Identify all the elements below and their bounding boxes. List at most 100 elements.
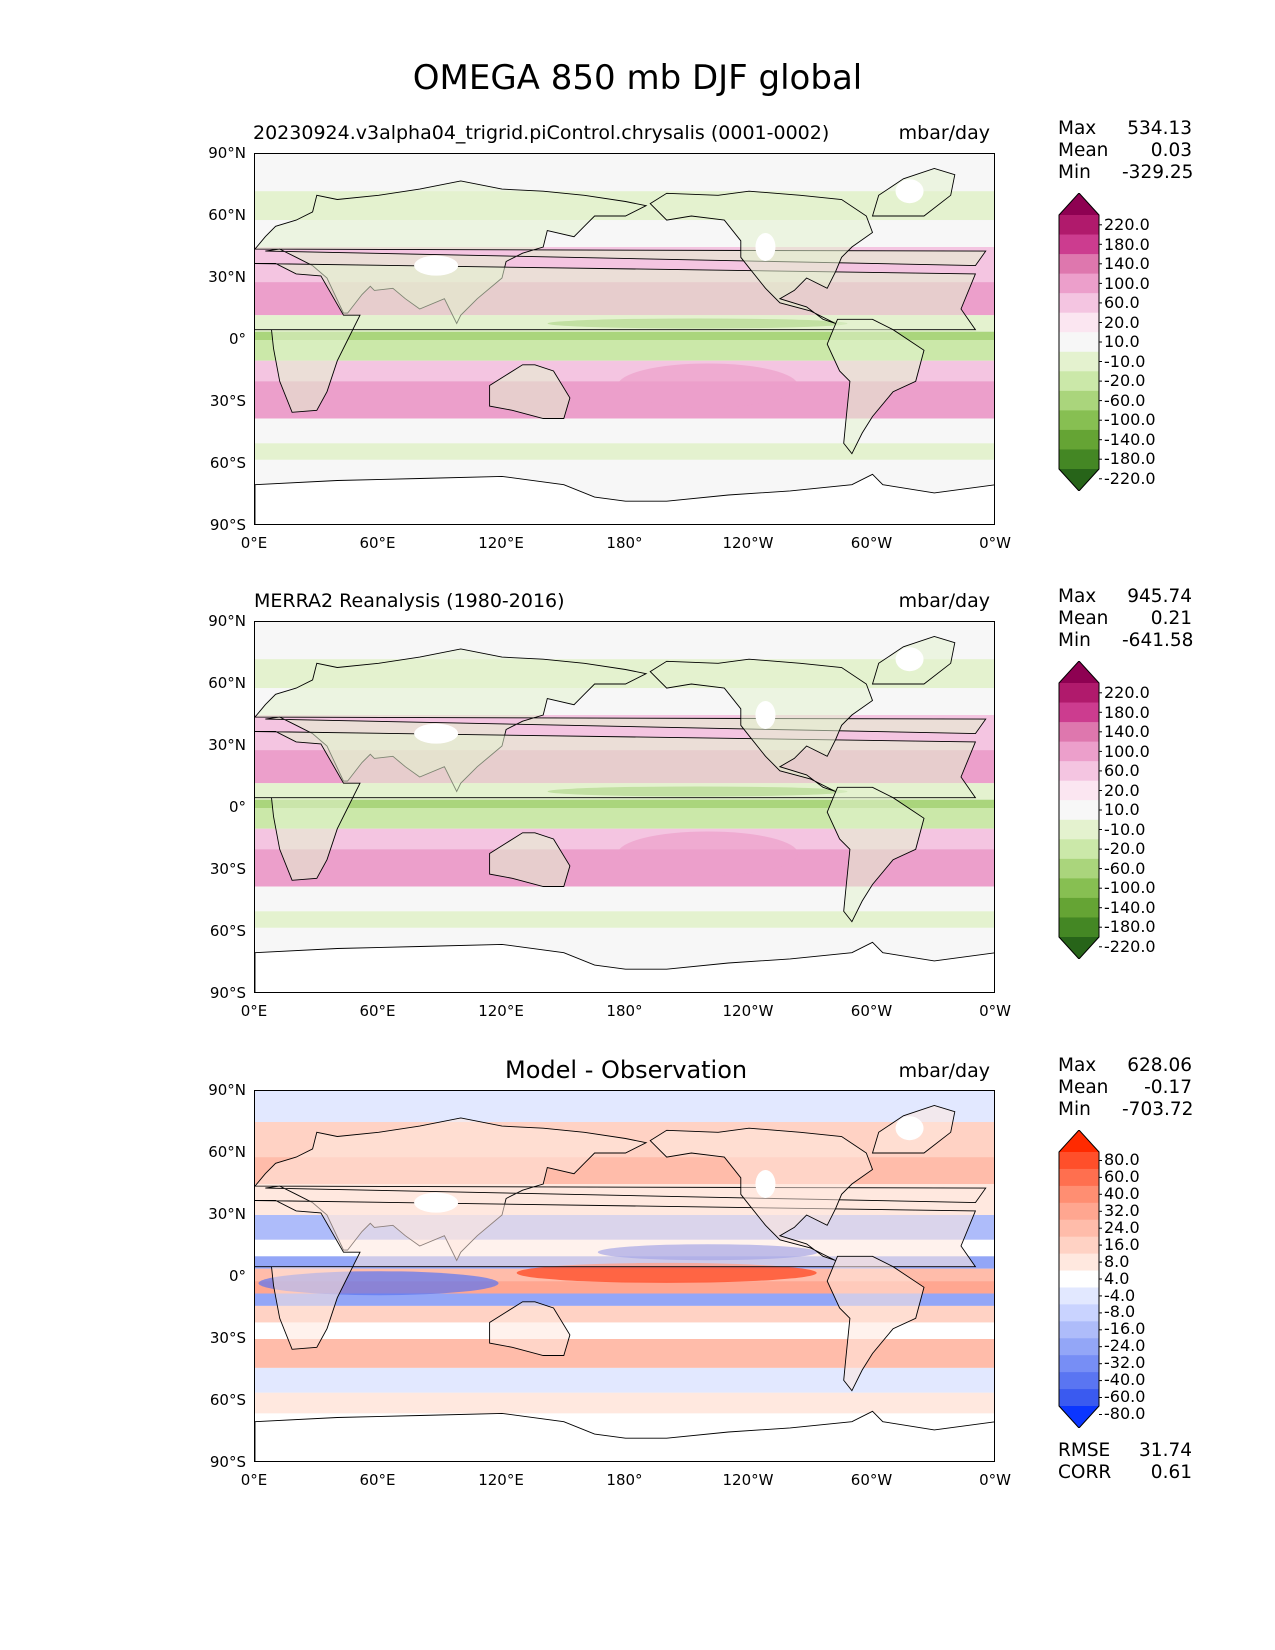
- lat-tick-label: 60°S: [209, 454, 246, 472]
- coastline: [489, 364, 571, 419]
- colorbar-segment: [1059, 683, 1099, 703]
- figure-title: OMEGA 850 mb DJF global: [412, 58, 863, 98]
- lat-tick-label: 30°S: [209, 392, 246, 410]
- lon-tick-label: 0°E: [240, 534, 268, 552]
- lon-tick-label: 180°: [606, 534, 643, 552]
- colorbar-label: -180.0: [1104, 449, 1156, 469]
- colorbar-label: -60.0: [1104, 1387, 1146, 1407]
- mean-value: 0.21: [1150, 608, 1192, 629]
- colorbar-segment: [1059, 1152, 1099, 1170]
- lon-tick-label: 120°W: [722, 1002, 774, 1020]
- colorbar-segment: [1059, 390, 1099, 411]
- colorbar-segment: [1059, 897, 1099, 918]
- colorbar-label: 100.0: [1104, 273, 1150, 293]
- colorbar-label: -140.0: [1104, 897, 1156, 917]
- field-band: [255, 1293, 994, 1306]
- colorbar-label: -8.0: [1104, 1302, 1136, 1322]
- lat-tick-label: 90°S: [209, 516, 246, 534]
- masked-region: [414, 723, 459, 744]
- mean-value: 0.03: [1150, 140, 1192, 161]
- field-band: [255, 443, 994, 460]
- lat-tick-label: 30°N: [208, 1205, 246, 1223]
- colorbar-label: 32.0: [1104, 1200, 1140, 1220]
- lon-tick-label: 120°E: [478, 1471, 524, 1489]
- lat-tick-label: 90°N: [208, 612, 246, 630]
- colorbar-label: 40.0: [1104, 1183, 1140, 1203]
- colorbar-label: -10.0: [1104, 351, 1146, 371]
- field-band: [255, 331, 994, 340]
- lat-tick-label: 30°S: [209, 860, 246, 878]
- map-frame: [254, 621, 995, 993]
- max-value: 628.06: [1127, 1055, 1192, 1076]
- stats-box: Max 534.13 Mean 0.03 Min -329.25: [1058, 118, 1194, 184]
- colorbar-outline: [1058, 1130, 1100, 1428]
- max-label: Max: [1058, 118, 1097, 139]
- colorbar-segment: [1059, 1219, 1099, 1238]
- map-plot: [255, 622, 994, 992]
- colorbar-label: 220.0: [1104, 683, 1150, 702]
- mean-label: Mean: [1058, 608, 1109, 629]
- corr-label: CORR: [1058, 1462, 1112, 1483]
- lat-tick-label: 90°N: [208, 1081, 246, 1099]
- colorbar-label: 60.0: [1104, 1166, 1140, 1186]
- colorbar-segment: [1059, 1168, 1099, 1187]
- coastline: [255, 263, 977, 413]
- max-value: 534.13: [1127, 118, 1192, 139]
- colorbar-label: -16.0: [1104, 1319, 1146, 1339]
- colorbar-segment: [1059, 1185, 1099, 1204]
- colorbar-labels: 220.0 180.0 140.0 100.0 60.0 20.0 10.0 -10.0 -20…: [1104, 683, 1156, 956]
- lat-tick-label: 60°N: [208, 206, 246, 224]
- lat-tick-label: 90°N: [208, 144, 246, 162]
- lat-tick-label: 30°N: [208, 736, 246, 754]
- map-plot: [255, 1091, 994, 1461]
- colorbar-segment: [1059, 1338, 1099, 1356]
- colorbar-segment: [1059, 312, 1099, 333]
- colorbar-segment: [1059, 254, 1099, 275]
- colorbar-segment: [1059, 839, 1099, 860]
- coastline: [255, 941, 994, 992]
- colorbar-label: 4.0: [1104, 1268, 1130, 1288]
- colorbar-label: -20.0: [1104, 371, 1146, 391]
- colorbar-segment: [1059, 293, 1099, 314]
- colorbar-segment: [1059, 819, 1099, 840]
- colorbar: [1058, 193, 1102, 491]
- min-label: Min: [1058, 1099, 1091, 1120]
- colorbar-label: -100.0: [1104, 878, 1156, 898]
- panel-title: MERRA2 Reanalysis (1980-2016): [254, 590, 565, 612]
- mean-label: Mean: [1058, 140, 1109, 161]
- lon-tick-label: 60°W: [850, 1002, 893, 1020]
- colorbar-label: -180.0: [1104, 917, 1156, 937]
- min-label: Min: [1058, 630, 1091, 651]
- field-band: [255, 1339, 994, 1368]
- colorbar-label: 10.0: [1104, 800, 1140, 820]
- field-band: [255, 808, 994, 829]
- mean-value: -0.17: [1144, 1077, 1192, 1098]
- coastline: [826, 786, 925, 923]
- lon-tick-label: 60°E: [359, 1471, 396, 1489]
- min-value: -329.25: [1122, 162, 1194, 183]
- lon-tick-label: 60°W: [850, 534, 893, 552]
- colorbar-label: 60.0: [1104, 761, 1140, 781]
- colorbar-extend-top: [1059, 193, 1099, 215]
- colorbar-extend-bottom: [1059, 1406, 1099, 1428]
- field-band: [255, 1322, 994, 1339]
- colorbar-segment: [1059, 273, 1099, 294]
- colorbar-segment: [1059, 761, 1099, 782]
- lon-tick-label: 0°W: [979, 1471, 1011, 1489]
- colorbar-extend-top: [1059, 1130, 1099, 1152]
- field-anomaly: [516, 1262, 817, 1283]
- lon-tick-label: 120°W: [722, 534, 774, 552]
- colorbar-label: -220.0: [1104, 936, 1156, 956]
- colorbar: [1058, 661, 1102, 959]
- colorbar-label: 140.0: [1104, 722, 1150, 742]
- field-band: [255, 828, 994, 850]
- colorbar-labels: 220.0 180.0 140.0 100.0 60.0 20.0 10.0 -10.0 -20…: [1104, 215, 1156, 488]
- colorbar-extend-bottom: [1059, 937, 1099, 959]
- field-band: [255, 340, 994, 361]
- colorbar-label: -80.0: [1104, 1404, 1146, 1424]
- masked-region: [895, 647, 924, 672]
- masked-region: [755, 233, 776, 261]
- min-value: -641.58: [1122, 630, 1194, 651]
- lon-tick-label: 0°E: [240, 1471, 268, 1489]
- metrics-box: RMSE 31.74 CORR 0.61: [1058, 1440, 1192, 1484]
